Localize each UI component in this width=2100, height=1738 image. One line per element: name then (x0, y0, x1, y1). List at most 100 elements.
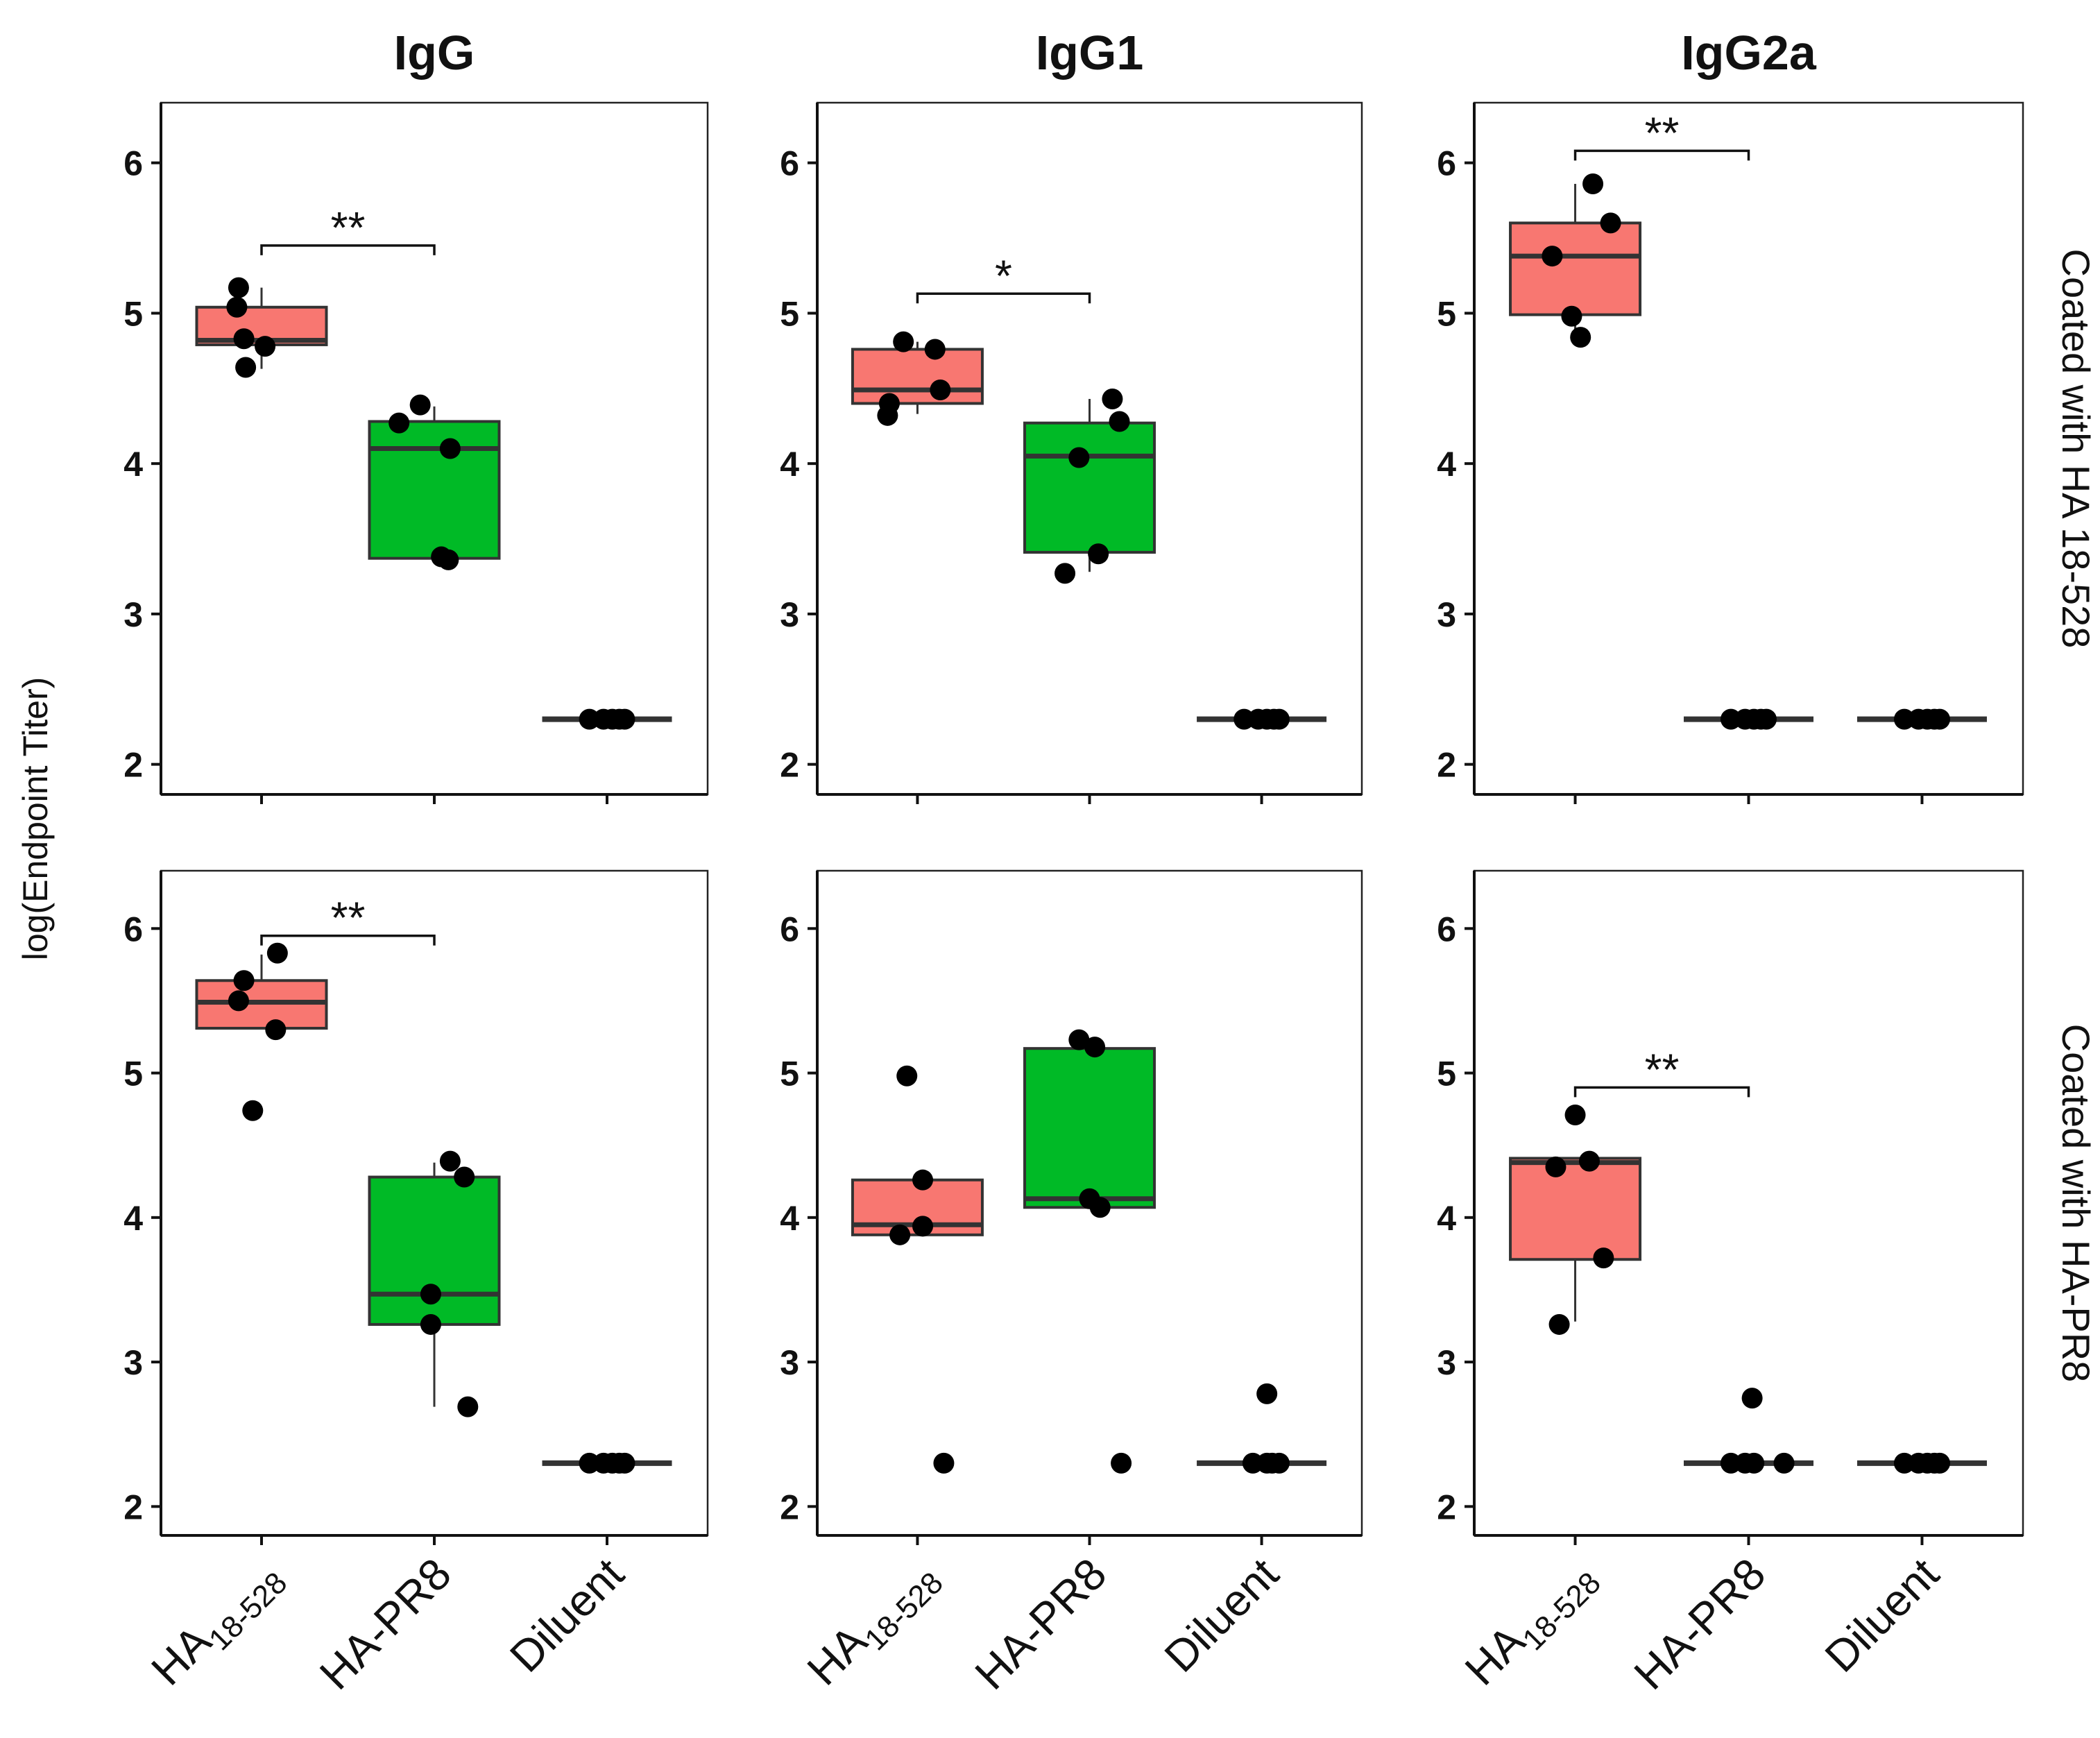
data-point (1578, 1150, 1600, 1172)
data-point (439, 1150, 461, 1172)
x-category-label: Diluent (500, 1549, 633, 1682)
data-point (1561, 305, 1582, 327)
data-point (1756, 708, 1777, 730)
x-category-label: HA18-528 (1456, 1549, 1607, 1701)
significance-bracket (260, 934, 436, 946)
data-point (1593, 1247, 1614, 1269)
y-tick-label: 5 (1437, 294, 1456, 333)
data-point (1088, 543, 1109, 565)
data-point (1111, 1452, 1132, 1474)
y-tick-label: 6 (780, 910, 799, 948)
data-point (439, 438, 461, 459)
x-category-label: HA-PR8 (966, 1549, 1116, 1699)
y-tick-label: 2 (123, 746, 143, 785)
column-title: IgG (394, 26, 475, 80)
y-tick-label: 6 (1437, 144, 1456, 183)
data-point (420, 1313, 441, 1335)
category-main: Diluent (1155, 1549, 1288, 1682)
significance-label: ** (1645, 1044, 1680, 1094)
y-tick-label: 4 (123, 1199, 143, 1238)
data-point (912, 1169, 934, 1191)
data-point (1055, 563, 1076, 584)
category-main: HA-PR8 (966, 1549, 1116, 1699)
data-point (1548, 1313, 1570, 1335)
panel-igg1-row-1: 2 3 4 5 6 * (780, 101, 1363, 804)
y-tick-label: 4 (780, 1199, 799, 1238)
significance-bracket (916, 292, 1091, 304)
significance-bracket (1573, 149, 1750, 161)
y-tick-label: 5 (780, 1055, 799, 1093)
data-point (614, 1452, 635, 1474)
data-point (228, 277, 249, 298)
y-tick-label: 3 (123, 1343, 143, 1382)
data-point (233, 970, 255, 991)
x-category-label: HA-PR8 (1625, 1549, 1775, 1699)
y-tick-label: 6 (123, 144, 143, 183)
x-category-label: HA18-528 (798, 1549, 950, 1701)
data-point (1773, 1452, 1795, 1474)
data-point (1068, 447, 1090, 468)
significance-label: * (995, 250, 1012, 300)
x-category-label: HA-PR8 (310, 1549, 461, 1699)
data-point (912, 1216, 934, 1237)
data-point (457, 1396, 479, 1417)
y-tick-label: 2 (780, 746, 799, 785)
row-label: Coated with HA 18-528 (2054, 249, 2098, 649)
panel-igg-row-1: 2 3 4 5 6 ** (123, 101, 709, 804)
data-point (1564, 1104, 1586, 1125)
data-point (877, 404, 898, 426)
y-tick-label: 5 (780, 294, 799, 333)
panel-igg2a-row-1: 2 3 4 5 6 ** (1437, 101, 2024, 804)
data-point (409, 394, 431, 416)
data-point (228, 990, 249, 1012)
panel-igg-row-2: 2 3 4 5 6 HA18-528 HA-PR8 Diluent ** (123, 869, 709, 1701)
y-tick-label: 4 (123, 445, 143, 484)
row-label: Coated with HA-PR8 (2054, 1024, 2098, 1383)
y-tick-label: 4 (780, 445, 799, 484)
data-point (1743, 1452, 1765, 1474)
y-tick-label: 6 (123, 910, 143, 948)
category-main: HA-PR8 (310, 1549, 461, 1699)
y-tick-label: 3 (780, 1343, 799, 1382)
data-point (420, 1284, 441, 1305)
y-tick-label: 3 (780, 595, 799, 634)
box (368, 420, 501, 560)
data-point (235, 357, 257, 378)
data-point (255, 336, 276, 357)
data-point (242, 1100, 264, 1121)
data-point (1545, 1156, 1567, 1177)
data-point (1089, 1197, 1111, 1218)
box (1023, 421, 1156, 554)
y-tick-label: 2 (123, 1488, 143, 1526)
x-category-label: HA18-528 (142, 1549, 293, 1701)
x-category-label: Diluent (1816, 1549, 1949, 1682)
data-point (265, 1019, 287, 1041)
y-tick-label: 6 (780, 144, 799, 183)
y-tick-label: 2 (1437, 1488, 1456, 1526)
data-point (1102, 388, 1123, 409)
data-point (454, 1166, 475, 1188)
y-tick-label: 3 (1437, 1343, 1456, 1382)
data-point (266, 942, 288, 964)
data-point (1570, 327, 1591, 348)
category-subscript: 18-528 (203, 1566, 294, 1658)
column-title: IgG2a (1681, 26, 1817, 80)
data-point (1741, 1388, 1763, 1409)
data-point (389, 412, 410, 434)
y-axis-title: log(Endpoint Titer) (16, 677, 55, 961)
data-point (889, 1224, 911, 1245)
significance-label: ** (331, 893, 366, 943)
data-point (614, 708, 635, 730)
data-point (933, 1452, 955, 1474)
data-point (1600, 212, 1621, 234)
data-point (1929, 1452, 1950, 1474)
data-point (438, 549, 459, 570)
x-category-label: Diluent (1155, 1549, 1288, 1682)
column-title: IgG1 (1036, 26, 1144, 80)
y-tick-label: 3 (1437, 595, 1456, 634)
y-tick-label: 4 (1437, 1199, 1456, 1238)
data-point (896, 1065, 918, 1087)
y-tick-label: 3 (123, 595, 143, 634)
significance-label: ** (1645, 108, 1680, 157)
